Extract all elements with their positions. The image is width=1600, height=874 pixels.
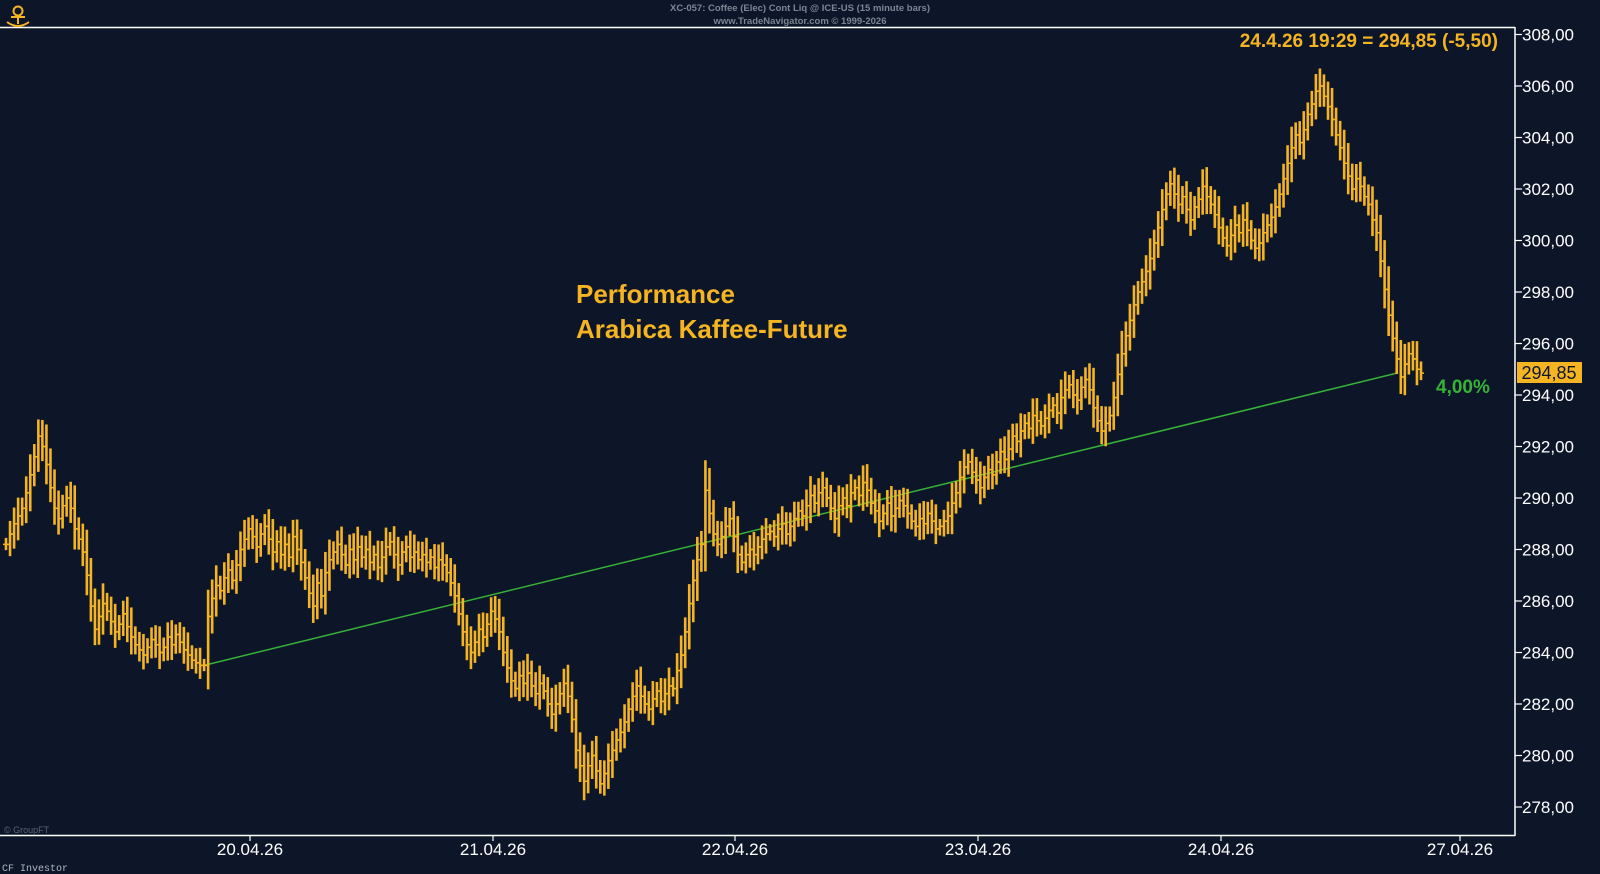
y-tick-label: 306,00 (1522, 77, 1574, 96)
ohlc-bars-layer (3, 68, 1424, 801)
y-tick-label: 292,00 (1522, 438, 1574, 457)
trend-line-layer (203, 372, 1397, 667)
performance-label: 4,00% (1436, 377, 1490, 398)
y-tick-label: 296,00 (1522, 335, 1574, 354)
y-tick-label: 286,00 (1522, 592, 1574, 611)
y-tick-label: 288,00 (1522, 541, 1574, 560)
y-tick-label: 284,00 (1522, 644, 1574, 663)
y-tick-label: 290,00 (1522, 489, 1574, 508)
x-tick-label: 23.04.26 (945, 840, 1011, 859)
header-line-2: www.TradeNavigator.com © 1999-2026 (713, 16, 887, 27)
y-tick-label: 302,00 (1522, 180, 1574, 199)
footer-left: CF Investor (2, 864, 68, 874)
chart-title-line-2: Arabica Kaffee-Future (576, 314, 848, 344)
x-tick-label: 20.04.26 (217, 840, 283, 859)
x-tick-label: 22.04.26 (702, 840, 768, 859)
y-tick-label: 308,00 (1522, 26, 1574, 45)
y-tick-label: 304,00 (1522, 129, 1574, 148)
x-tick-label: 24.04.26 (1188, 840, 1254, 859)
y-tick-label: 298,00 (1522, 283, 1574, 302)
y-tick-label: 300,00 (1522, 232, 1574, 251)
performance-trend-line (203, 372, 1397, 667)
logo-icon (6, 5, 30, 27)
x-tick-label: 21.04.26 (460, 840, 526, 859)
y-tick-label: 282,00 (1522, 695, 1574, 714)
y-tick-label: 280,00 (1522, 747, 1574, 766)
x-axis: 20.04.26 21.04.26 22.04.26 23.04.26 24.04.26… (217, 835, 1493, 859)
ohlc-bar (1418, 361, 1424, 381)
header-line-1: XC-057: Coffee (Elec) Cont Liq @ ICE-US … (670, 3, 930, 14)
last-price-box (1517, 362, 1582, 383)
watermark-text: © GroupFT (4, 825, 50, 835)
quote-label: 24.4.26 19:29 = 294,85 (-5,50) (1240, 31, 1498, 52)
y-tick-label: 294,00 (1522, 386, 1574, 405)
y-axis: 278,00 280,00 282,00 284,00 286,00 288,00 290,… (1515, 26, 1574, 817)
chart-title-line-1: Performance (576, 279, 735, 309)
y-tick-label: 278,00 (1522, 798, 1574, 817)
last-price-label: 294,85 (1521, 363, 1576, 383)
x-tick-label: 27.04.26 (1427, 840, 1493, 859)
